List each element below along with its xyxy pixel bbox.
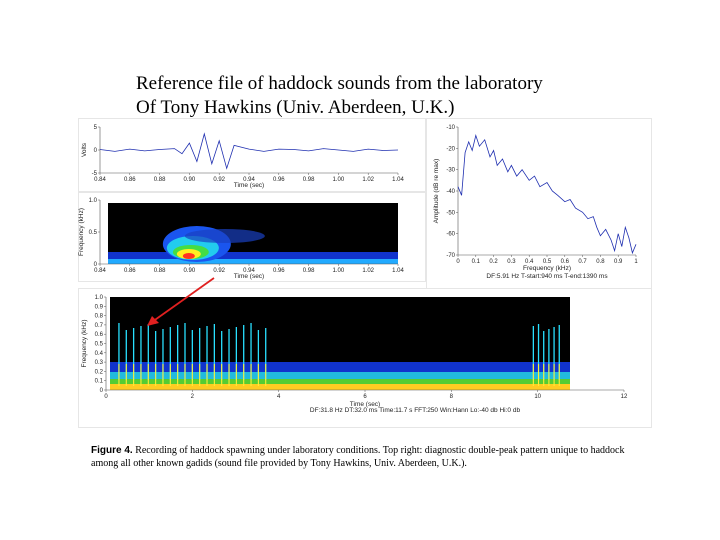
y-tick-label: 0.8 <box>95 314 104 320</box>
y-tick-label: 0.7 <box>95 323 104 329</box>
x-tick-label: 0.90 <box>184 268 196 274</box>
y-tick-label: -40 <box>446 189 455 195</box>
y-tick-label: -5 <box>92 171 98 177</box>
x-tick-label: 2 <box>191 394 195 400</box>
x-tick-label: 1.00 <box>333 268 345 274</box>
y-tick-label: 5 <box>94 125 98 131</box>
spectrum-series-line <box>457 134 637 255</box>
call-blob-red <box>182 253 195 259</box>
x-tick-label: 0.98 <box>303 177 315 183</box>
x-tick-label: 0 <box>104 394 108 400</box>
slide-title-line-2: Of Tony Hawkins (Univ. Aberdeen, U.K.) <box>136 97 455 118</box>
spectrogram-long-yellow-band <box>110 384 570 390</box>
x-tick-label: 0.5 <box>543 259 552 265</box>
y-tick-label: 1.0 <box>89 198 98 204</box>
x-axis-label: Time (sec) <box>234 182 264 189</box>
x-tick-label: 0.84 <box>94 177 106 183</box>
x-tick-label: 0.7 <box>578 259 587 265</box>
x-tick-label: 0.92 <box>213 177 225 183</box>
x-tick-label: 0.96 <box>273 268 285 274</box>
slide-title-line-1: Reference file of haddock sounds from th… <box>136 73 543 94</box>
y-axis-label: Frequency (kHz) <box>81 319 88 367</box>
spectrogram-short-chart: 0.84 0.86 0.88 0.90 0.92 0.94 0.96 0.98 1.00 1.02… <box>78 198 404 280</box>
x-tick-label: 0.1 <box>472 259 481 265</box>
x-tick-label: 12 <box>621 394 628 400</box>
x-tick-label: 0.9 <box>614 259 623 265</box>
x-tick-label: 0.92 <box>213 268 225 274</box>
x-tick-label: 6 <box>363 394 367 400</box>
red-arrow-annotation <box>147 277 215 326</box>
x-tick-label: 0.86 <box>124 268 136 274</box>
waveform-series-line <box>99 132 399 170</box>
x-axis-label: Time (sec) <box>234 273 264 280</box>
y-tick-label: 0.5 <box>89 230 98 236</box>
x-tick-label: 1 <box>634 259 638 265</box>
x-tick-label: 0.94 <box>243 268 255 274</box>
x-tick-label: 0.6 <box>561 259 570 265</box>
call-blob-tail <box>184 229 265 243</box>
spectrum-panel <box>426 118 652 290</box>
x-tick-label: 0 <box>456 259 460 265</box>
y-tick-label: 0.6 <box>95 332 104 338</box>
spectrum-chart: 0 0.1 0.2 0.3 0.4 0.5 0.6 0.7 0.8 0.9 1 -10 -20 -30 -4… <box>433 125 638 280</box>
y-axis-label: Volts <box>81 142 88 157</box>
x-tick-label: 1.02 <box>362 177 374 183</box>
y-axis-label: Frequency (kHz) <box>78 208 85 256</box>
x-tick-label: 0.88 <box>154 177 166 183</box>
y-tick-label: 0.3 <box>95 360 104 366</box>
x-tick-label: 1.02 <box>362 268 374 274</box>
slide-title: Reference file of haddock sounds from th… <box>136 72 696 120</box>
x-tick-label: 4 <box>277 394 281 400</box>
y-tick-label: 1.0 <box>95 295 104 301</box>
x-tick-label: 10 <box>534 394 541 400</box>
waveform-panel <box>78 118 426 192</box>
y-tick-label: 0.2 <box>95 369 104 375</box>
x-tick-label: 0.86 <box>124 177 136 183</box>
y-tick-label: -20 <box>446 146 455 152</box>
x-axis-label: Time (sec) <box>350 401 380 408</box>
arrow-head <box>147 316 159 326</box>
spectrogram-long-info-text: DF:31.8 Hz DT:32.0 ms Time:11.7 s FFT:25… <box>310 407 521 414</box>
x-tick-label: 0.98 <box>303 268 315 274</box>
x-tick-label: 0.4 <box>525 259 534 265</box>
y-tick-label: 0 <box>100 388 104 394</box>
y-axis-label: Amplitude (dB re max) <box>433 159 440 224</box>
y-tick-label: 0.4 <box>95 351 104 357</box>
y-tick-label: 0.9 <box>95 304 104 310</box>
caption-text: Recording of haddock spawning under labo… <box>91 445 625 469</box>
y-tick-label: -10 <box>446 125 455 131</box>
arrow-shaft <box>151 277 215 323</box>
y-tick-label: 0.1 <box>95 379 104 385</box>
y-tick-label: 0 <box>94 262 98 268</box>
x-tick-label: 0.90 <box>184 177 196 183</box>
x-tick-label: 0.3 <box>507 259 516 265</box>
caption-label: Figure 4. <box>91 445 133 456</box>
y-tick-label: 0.5 <box>95 342 104 348</box>
waveform-chart: 0.84 0.86 0.88 0.90 0.92 0.94 0.96 0.98 1.00 1.02… <box>81 125 404 189</box>
x-axis-label: Frequency (kHz) <box>523 265 571 272</box>
y-tick-label: -70 <box>446 253 455 259</box>
y-tick-label: -60 <box>446 232 455 238</box>
x-tick-label: 0.94 <box>243 177 255 183</box>
x-tick-label: 0.2 <box>489 259 498 265</box>
x-tick-label: 1.04 <box>392 268 404 274</box>
x-tick-label: 1.04 <box>392 177 404 183</box>
x-tick-label: 0.84 <box>94 268 106 274</box>
y-tick-label: -30 <box>446 168 455 174</box>
x-tick-label: 0.8 <box>596 259 605 265</box>
spectrum-info-text: DF:5.91 Hz T-start:940 ms T-end:1390 ms <box>486 273 608 280</box>
x-tick-label: 8 <box>450 394 454 400</box>
spectrogram-short-floor-band <box>108 259 398 264</box>
spectrogram-long-chart: 0 2 4 6 8 10 12 1.0 0.9 0.8 0.7 0.6 0.5 0.4 0.3 0.2 0.1 0… <box>81 295 628 414</box>
figure-caption: Figure 4. Recording of haddock spawning … <box>91 444 651 470</box>
y-tick-label: -50 <box>446 210 455 216</box>
x-tick-label: 0.88 <box>154 268 166 274</box>
y-tick-label: 0 <box>94 148 98 154</box>
x-tick-label: 1.00 <box>333 177 345 183</box>
x-tick-label: 0.96 <box>273 177 285 183</box>
